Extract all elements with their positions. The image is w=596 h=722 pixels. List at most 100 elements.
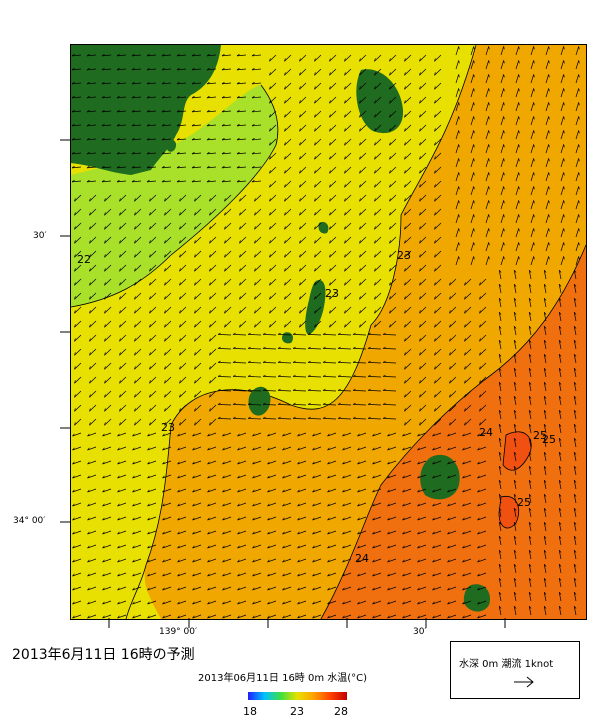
current-arrow <box>237 530 247 535</box>
current-arrow-head <box>162 447 165 451</box>
current-arrow-head <box>477 601 480 605</box>
current-arrow-head <box>432 517 435 521</box>
current-arrow-head <box>206 137 210 141</box>
current-arrow-head <box>419 170 421 174</box>
current-arrow-head <box>312 503 315 507</box>
current-arrow <box>573 424 577 434</box>
current-arrow-head <box>419 156 421 160</box>
current-arrow <box>221 68 232 71</box>
current-arrow <box>89 334 97 342</box>
current-arrow-head <box>573 479 577 483</box>
current-arrow <box>419 82 427 90</box>
current-arrow <box>528 382 532 392</box>
current-arrow-head <box>147 587 150 591</box>
current-arrow-head <box>164 198 166 202</box>
current-arrow-head <box>558 409 562 413</box>
current-arrow-head <box>221 109 225 113</box>
current-arrow-head <box>533 46 535 50</box>
current-arrow <box>162 614 172 619</box>
current-arrow <box>513 522 517 532</box>
current-arrow <box>479 404 487 412</box>
current-arrow-head <box>573 269 577 273</box>
current-arrow <box>179 278 187 286</box>
current-arrow-head <box>177 545 180 549</box>
current-arrow <box>147 586 157 591</box>
current-arrow <box>217 390 232 392</box>
current-arrow <box>419 194 427 202</box>
current-arrow <box>147 460 157 465</box>
current-arrow-head <box>101 109 105 113</box>
current-arrow <box>558 452 562 462</box>
current-arrow <box>560 74 565 84</box>
current-arrow-head <box>417 559 420 563</box>
current-arrow-head <box>247 346 251 349</box>
current-arrow-head <box>297 573 300 577</box>
current-arrow-head <box>389 310 391 314</box>
current-arrow-head <box>449 282 451 286</box>
current-arrow-head <box>292 402 296 405</box>
current-arrow <box>149 236 157 244</box>
current-arrow-head <box>382 388 386 391</box>
current-arrow <box>209 418 217 426</box>
current-arrow-head <box>194 296 196 300</box>
current-arrow-head <box>434 310 436 314</box>
current-arrow <box>432 502 442 507</box>
current-arrow <box>470 172 475 182</box>
current-arrow-head <box>372 587 375 591</box>
current-arrow <box>297 600 307 605</box>
current-arrow-head <box>147 531 150 535</box>
current-arrow-head <box>117 433 120 437</box>
current-arrow <box>162 432 172 437</box>
current-arrow-head <box>458 116 460 120</box>
current-arrow <box>417 502 427 507</box>
current-arrow <box>573 410 577 420</box>
current-arrow <box>447 460 457 465</box>
current-arrow-head <box>477 461 480 465</box>
current-arrow-head <box>237 489 240 493</box>
current-arrow-head <box>464 408 466 412</box>
current-arrow-head <box>194 282 196 286</box>
current-arrow-head <box>473 214 475 218</box>
current-arrow-head <box>528 297 532 301</box>
current-arrow-head <box>344 86 346 90</box>
current-arrow <box>191 68 202 71</box>
current-arrow-head <box>132 601 135 605</box>
current-arrow-head <box>222 475 225 479</box>
current-arrow <box>132 530 142 535</box>
current-arrow <box>327 516 337 521</box>
current-arrow <box>299 138 307 146</box>
current-arrow-head <box>117 489 120 493</box>
current-arrow-head <box>359 156 361 160</box>
current-arrow <box>327 544 337 549</box>
current-arrow-head <box>498 563 502 567</box>
current-arrow <box>344 138 352 146</box>
current-arrow-head <box>119 226 121 230</box>
current-arrow-head <box>533 200 535 204</box>
current-arrow <box>132 586 142 591</box>
current-arrow-head <box>312 447 315 451</box>
current-arrow-head <box>314 114 316 118</box>
current-arrow-head <box>307 360 311 363</box>
current-arrow-head <box>192 433 195 437</box>
current-arrow <box>419 222 427 230</box>
current-arrow-head <box>372 461 375 465</box>
current-arrow-head <box>573 591 577 595</box>
current-arrow <box>192 432 202 437</box>
current-arrow <box>72 502 82 507</box>
current-arrow-head <box>179 324 181 328</box>
current-arrow <box>455 60 460 70</box>
current-arrow <box>119 334 127 342</box>
current-arrow <box>314 68 322 76</box>
current-arrow <box>194 418 202 426</box>
current-arrow <box>545 144 550 154</box>
current-arrow-head <box>224 296 226 300</box>
current-arrow-head <box>329 324 331 328</box>
current-arrow <box>530 214 535 224</box>
current-arrow <box>344 96 352 104</box>
current-arrow-head <box>372 559 375 563</box>
current-arrow-head <box>447 517 450 521</box>
current-arrow <box>134 222 142 230</box>
contour-label: 25 <box>517 496 531 509</box>
current-arrow <box>102 460 112 465</box>
current-arrow <box>485 256 490 266</box>
